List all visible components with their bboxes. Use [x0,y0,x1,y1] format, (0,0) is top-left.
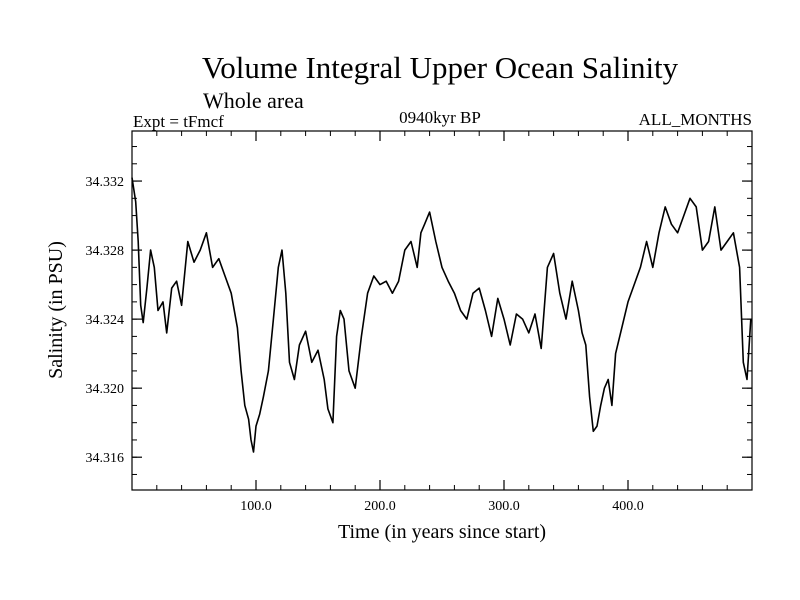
x-tick-label: 400.0 [612,499,644,514]
months-label: ALL_MONTHS [638,110,752,129]
x-axis-ticks: 100.0 200.0 300.0 400.0 [156,131,728,514]
plot-frame [131,130,753,491]
chart-title: Volume Integral Upper Ocean Salinity [201,50,679,85]
y-tick-label: 34.316 [86,451,125,466]
x-axis-label: Time (in years since start) [338,521,546,543]
y-tick-label: 34.328 [86,244,125,259]
y-tick-label: 34.324 [86,313,125,328]
y-axis-label: Salinity (in PSU) [45,241,67,379]
experiment-label: Expt = tFmcf [133,112,224,131]
y-axis-ticks: 34.316 34.320 34.324 34.328 34.332 [86,146,752,475]
x-tick-label: 200.0 [364,499,396,514]
y-tick-label: 34.332 [86,175,125,190]
x-tick-label: 100.0 [240,499,272,514]
y-tick-label: 34.320 [86,382,125,397]
chart-subtitle: Whole area [203,88,304,113]
salinity-series-line [131,177,752,453]
x-tick-label: 300.0 [488,499,520,514]
period-label: 0940kyr BP [399,108,481,127]
